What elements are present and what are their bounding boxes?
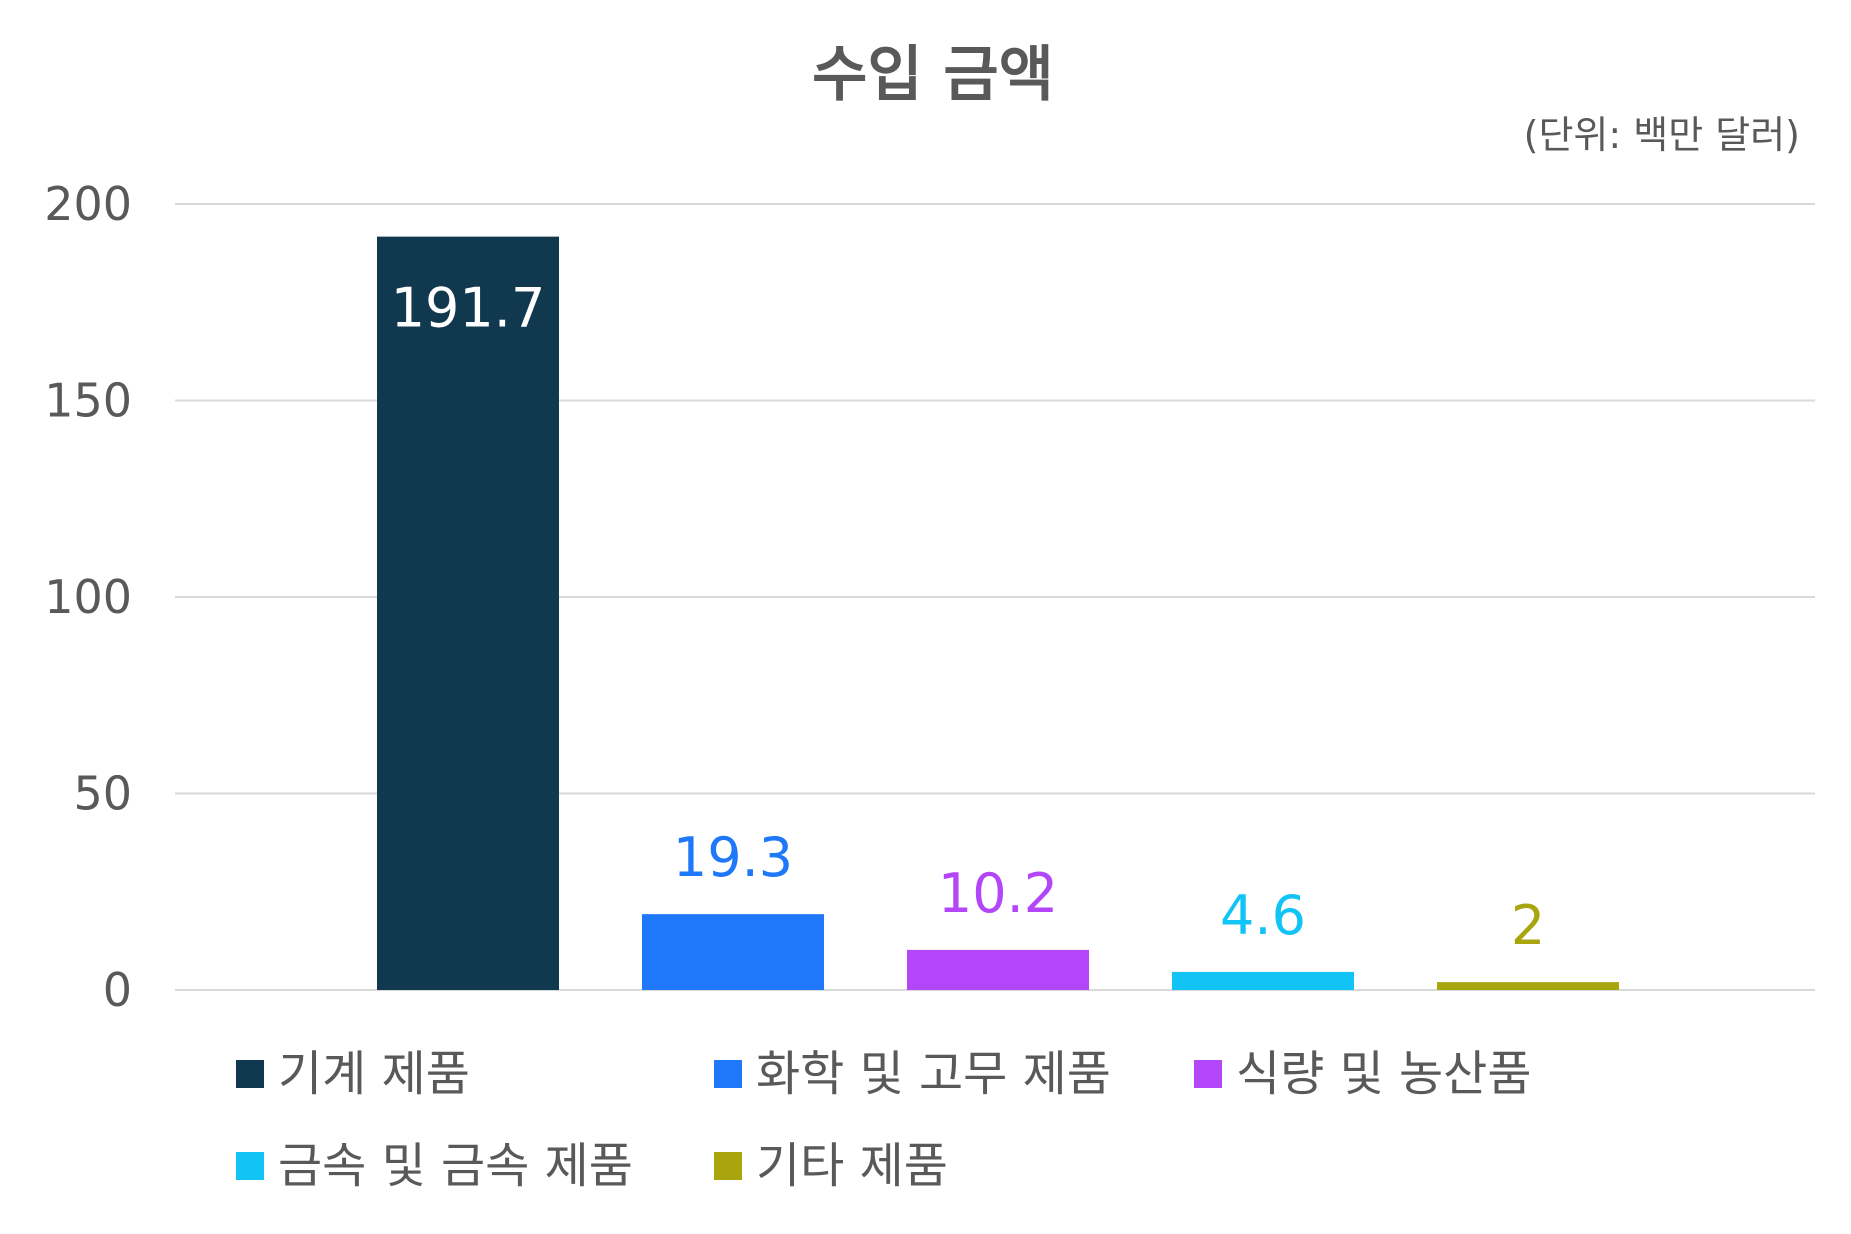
data-label: 19.3 [673, 826, 793, 889]
legend-item: 식량 및 농산품 [1194, 1046, 1531, 1102]
legend-item: 금속 및 금속 제품 [236, 1138, 633, 1194]
data-label: 191.7 [391, 277, 546, 340]
legend-item: 기타 제품 [714, 1138, 948, 1194]
bar [1437, 982, 1619, 990]
data-labels: 191.7 19.3 10.2 4.6 2 [391, 277, 1545, 958]
data-label: 4.6 [1220, 884, 1306, 947]
legend-label: 식량 및 농산품 [1236, 1046, 1531, 1102]
data-label: 10.2 [938, 862, 1058, 925]
y-axis-ticks: 0 50 100 150 200 [44, 177, 132, 1017]
bar [907, 949, 1089, 990]
data-label: 2 [1511, 894, 1545, 957]
legend-swatch [1194, 1060, 1222, 1088]
legend-label: 화학 및 고무 제품 [756, 1046, 1111, 1102]
legend-swatch [236, 1152, 264, 1180]
y-tick-label: 150 [44, 374, 132, 428]
legend-label: 기타 제품 [756, 1138, 948, 1194]
y-tick-label: 200 [44, 177, 132, 231]
unit-note: (단위: 백만 달러) [1524, 113, 1800, 157]
legend-item: 기계 제품 [236, 1046, 470, 1102]
chart-title: 수입 금액 [812, 40, 1054, 110]
legend-label: 기계 제품 [278, 1046, 470, 1102]
legend-swatch [714, 1152, 742, 1180]
legend-item: 화학 및 고무 제품 [714, 1046, 1111, 1102]
bar [642, 914, 824, 990]
bar [1172, 971, 1354, 990]
y-tick-label: 50 [73, 767, 132, 821]
y-tick-label: 100 [44, 570, 132, 624]
bars [377, 236, 1619, 990]
bar [377, 236, 559, 990]
legend-swatch [714, 1060, 742, 1088]
y-tick-label: 0 [103, 963, 132, 1017]
legend-label: 금속 및 금속 제품 [278, 1138, 633, 1194]
legend-swatch [236, 1060, 264, 1088]
